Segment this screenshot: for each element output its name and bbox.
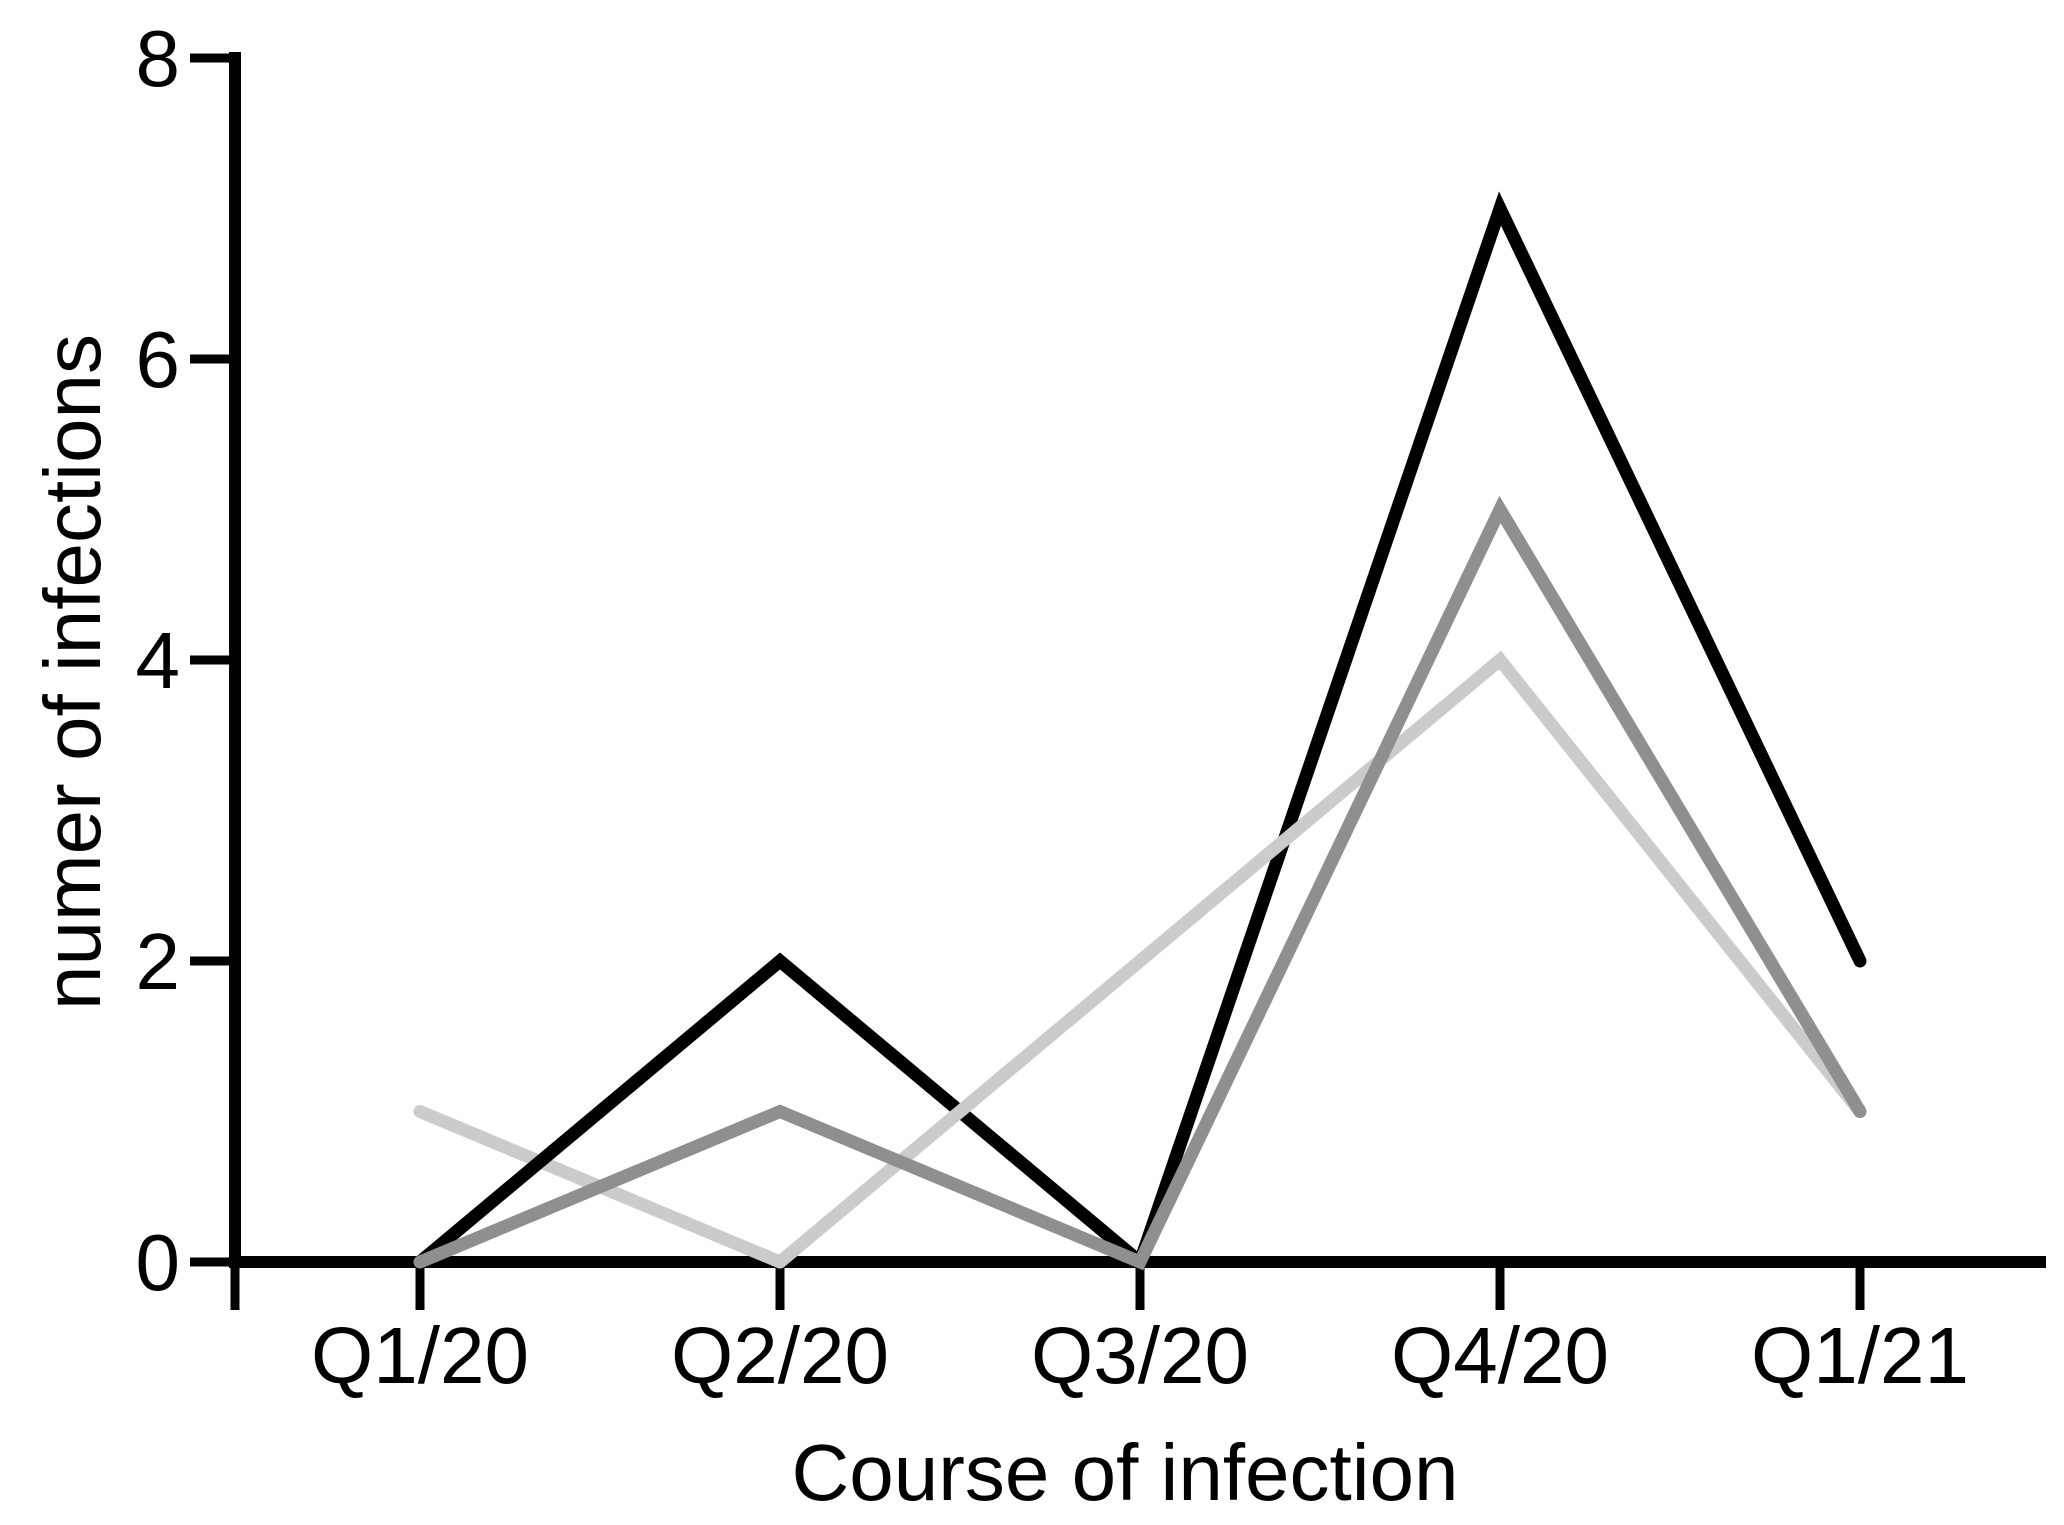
x-tick-label: Q1/21 xyxy=(1751,1311,1969,1400)
black-series-line xyxy=(413,191,1867,1274)
x-tick-label: Q2/20 xyxy=(671,1311,889,1400)
y-tick-label: 6 xyxy=(136,315,181,404)
y-axis-tick-labels: 0 2 4 6 8 xyxy=(136,14,181,1307)
x-axis-tick-labels: Q1/20 Q2/20 Q3/20 Q4/20 Q1/21 xyxy=(311,1311,1969,1400)
light-gray-series-line xyxy=(773,650,1867,1269)
dark-gray-series-line xyxy=(413,495,1867,1271)
x-tick-label: Q3/20 xyxy=(1031,1311,1249,1400)
y-axis-ticks xyxy=(190,53,229,1267)
y-tick-label: 2 xyxy=(136,917,181,1006)
x-axis-title: Course of infection xyxy=(791,1428,1458,1517)
y-tick-label: 8 xyxy=(136,14,181,103)
x-tick-label: Q4/20 xyxy=(1391,1311,1609,1400)
y-axis-title: numer of infections xyxy=(28,334,117,1010)
x-axis-ticks xyxy=(415,1268,1865,1310)
y-tick-label: 0 xyxy=(136,1218,181,1307)
x-tick-label: Q1/20 xyxy=(311,1311,529,1400)
y-tick-label: 4 xyxy=(136,616,181,705)
data-series-lines xyxy=(413,191,1867,1274)
